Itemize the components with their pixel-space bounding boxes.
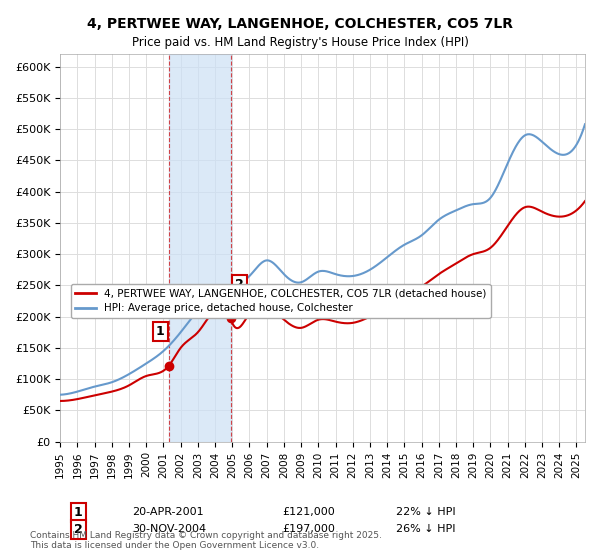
Text: 4, PERTWEE WAY, LANGENHOE, COLCHESTER, CO5 7LR: 4, PERTWEE WAY, LANGENHOE, COLCHESTER, C… <box>87 17 513 31</box>
HPI: Average price, detached house, Colchester: (2e+03, 7.5e+04): Average price, detached house, Colcheste… <box>56 391 64 398</box>
HPI: Average price, detached house, Colchester: (2.01e+03, 2.87e+05): Average price, detached house, Colcheste… <box>269 259 276 266</box>
HPI: Average price, detached house, Colchester: (2.03e+03, 5.08e+05): Average price, detached house, Colcheste… <box>581 121 589 128</box>
HPI: Average price, detached house, Colchester: (2.02e+03, 3.79e+05): Average price, detached house, Colcheste… <box>466 202 473 208</box>
Text: 1: 1 <box>155 325 164 338</box>
Text: 20-APR-2001: 20-APR-2001 <box>132 507 203 517</box>
Text: 26% ↓ HPI: 26% ↓ HPI <box>396 524 455 534</box>
Text: 2: 2 <box>74 522 82 536</box>
Line: HPI: Average price, detached house, Colchester: HPI: Average price, detached house, Colc… <box>60 124 585 395</box>
Line: 4, PERTWEE WAY, LANGENHOE, COLCHESTER, CO5 7LR (detached house): 4, PERTWEE WAY, LANGENHOE, COLCHESTER, C… <box>60 201 585 401</box>
4, PERTWEE WAY, LANGENHOE, COLCHESTER, CO5 7LR (detached house) <box>269 307 276 314</box>
4, PERTWEE WAY, LANGENHOE, COLCHESTER, CO5 7LR (detached house) <box>288 322 295 329</box>
HPI: Average price, detached house, Colchester: (2.02e+03, 3.81e+05): Average price, detached house, Colcheste… <box>475 200 482 207</box>
Text: 1: 1 <box>74 506 82 519</box>
Text: Price paid vs. HM Land Registry's House Price Index (HPI): Price paid vs. HM Land Registry's House … <box>131 36 469 49</box>
4, PERTWEE WAY, LANGENHOE, COLCHESTER, CO5 7LR (detached house) <box>475 249 482 256</box>
Text: £197,000: £197,000 <box>282 524 335 534</box>
HPI: Average price, detached house, Colchester: (2.02e+03, 3.29e+05): Average price, detached house, Colcheste… <box>417 233 424 240</box>
4, PERTWEE WAY, LANGENHOE, COLCHESTER, CO5 7LR (detached house) <box>581 198 589 204</box>
4, PERTWEE WAY, LANGENHOE, COLCHESTER, CO5 7LR (detached house) <box>466 253 473 259</box>
4, PERTWEE WAY, LANGENHOE, COLCHESTER, CO5 7LR (detached house) <box>417 284 424 291</box>
Text: 2: 2 <box>235 278 244 291</box>
Text: Contains HM Land Registry data © Crown copyright and database right 2025.
This d: Contains HM Land Registry data © Crown c… <box>30 530 382 550</box>
HPI: Average price, detached house, Colchester: (2.01e+03, 2.58e+05): Average price, detached house, Colcheste… <box>288 277 295 284</box>
Text: 30-NOV-2004: 30-NOV-2004 <box>132 524 206 534</box>
Text: 22% ↓ HPI: 22% ↓ HPI <box>396 507 455 517</box>
Legend: 4, PERTWEE WAY, LANGENHOE, COLCHESTER, CO5 7LR (detached house), HPI: Average pr: 4, PERTWEE WAY, LANGENHOE, COLCHESTER, C… <box>71 284 491 318</box>
4, PERTWEE WAY, LANGENHOE, COLCHESTER, CO5 7LR (detached house) <box>56 398 64 404</box>
HPI: Average price, detached house, Colchester: (2e+03, 9.61e+04): Average price, detached house, Colcheste… <box>110 378 118 385</box>
4, PERTWEE WAY, LANGENHOE, COLCHESTER, CO5 7LR (detached house) <box>110 388 118 394</box>
Bar <box>169 54 230 442</box>
Text: £121,000: £121,000 <box>282 507 335 517</box>
